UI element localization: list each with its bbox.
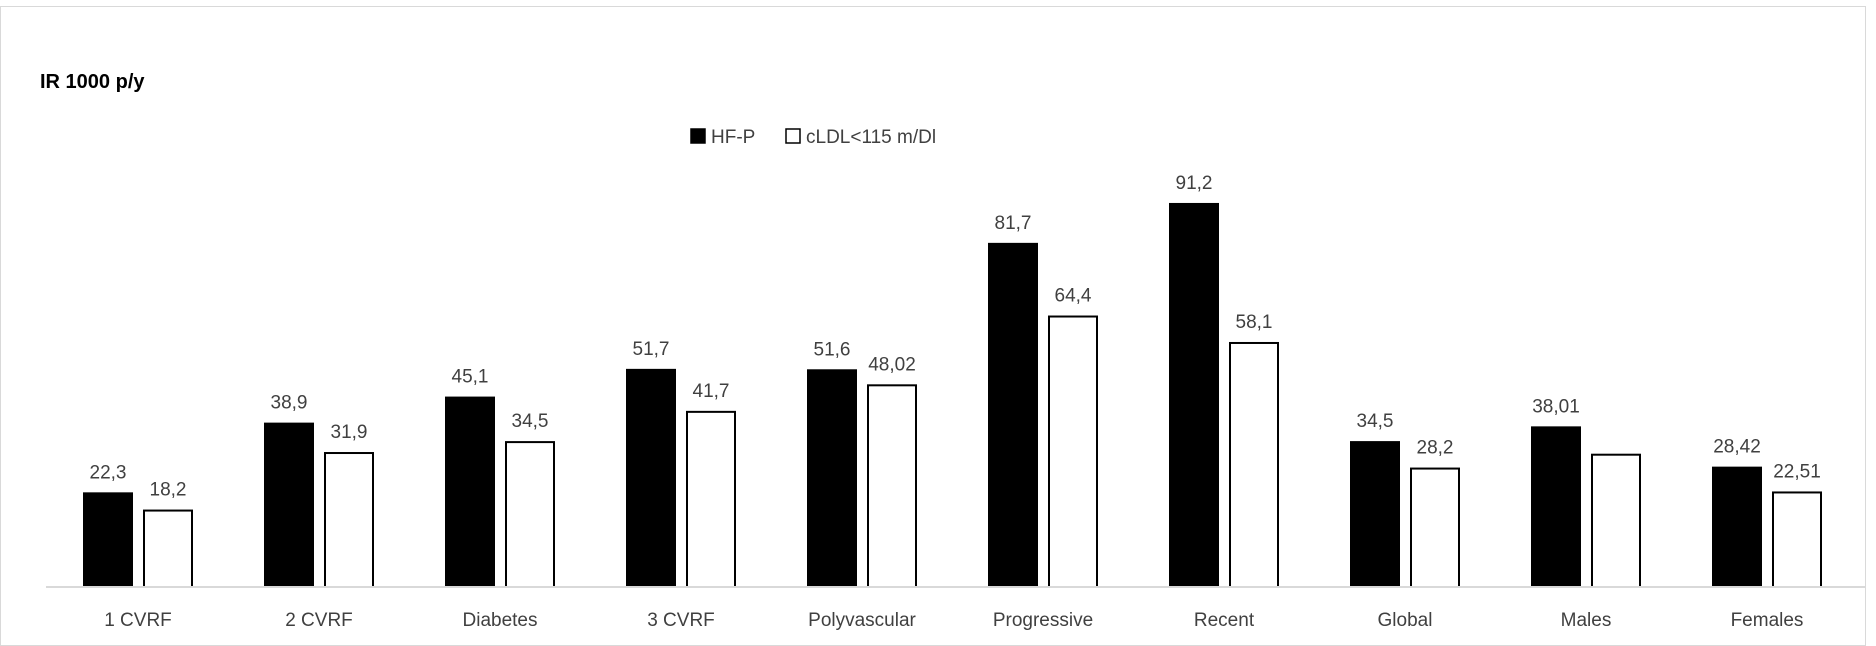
bar-hf-p-diabetes	[445, 396, 495, 588]
legend-label-hf-p: HF-P	[711, 127, 755, 148]
bar-cldl-115-m-dl-3-cvrf	[686, 410, 736, 588]
legend-label-cldl: cLDL<115 m/Dl	[806, 127, 936, 148]
data-label-hf-p-polyvascular: 51,6	[814, 339, 851, 360]
data-label-cldl-115-m-dl-females: 22,51	[1773, 461, 1821, 482]
x-tick-label-1-cvrf: 1 CVRF	[104, 610, 172, 631]
bars-layer	[83, 202, 1822, 589]
data-label-cldl-115-m-dl-2-cvrf: 31,9	[331, 422, 368, 443]
bar-cldl-115-m-dl-2-cvrf	[324, 452, 374, 588]
x-tick-label-progressive: Progressive	[993, 610, 1093, 631]
data-label-cldl-115-m-dl-global: 28,2	[1417, 438, 1454, 459]
data-label-hf-p-females: 28,42	[1713, 437, 1761, 458]
bar-cldl-115-m-dl-recent	[1229, 341, 1279, 589]
bar-cldl-115-m-dl-1-cvrf	[143, 509, 193, 588]
bar-hf-p-males	[1531, 426, 1581, 588]
data-label-cldl-115-m-dl-3-cvrf: 41,7	[693, 381, 730, 402]
data-label-hf-p-3-cvrf: 51,7	[633, 339, 670, 360]
x-tick-label-2-cvrf: 2 CVRF	[285, 610, 353, 631]
x-tick-label-global: Global	[1378, 610, 1433, 631]
data-label-cldl-115-m-dl-progressive: 64,4	[1055, 286, 1092, 307]
bar-hf-p-females	[1712, 466, 1762, 588]
data-label-hf-p-recent: 91,2	[1176, 173, 1213, 194]
data-label-cldl-115-m-dl-polyvascular: 48,02	[868, 354, 916, 375]
legend: HF-P cLDL<115 m/Dl	[690, 127, 936, 148]
data-label-hf-p-progressive: 81,7	[995, 213, 1032, 234]
bar-hf-p-2-cvrf	[264, 422, 314, 588]
bar-hf-p-progressive	[988, 242, 1038, 589]
x-tick-label-3-cvrf: 3 CVRF	[647, 610, 715, 631]
bar-cldl-115-m-dl-females	[1772, 491, 1822, 589]
x-tick-labels: 1 CVRF 2 CVRF Diabetes 3 CVRF Polyvascular Pr…	[104, 610, 1803, 631]
bar-hf-p-1-cvrf	[83, 492, 133, 588]
legend-swatch-cldl	[785, 128, 801, 144]
data-label-cldl-115-m-dl-recent: 58,1	[1236, 312, 1273, 333]
x-tick-label-diabetes: Diabetes	[463, 610, 538, 631]
data-labels-layer: 22,3 18,2 38,9 31,9 45,1 34,5 51,7 41,7 51,6 48,0…	[90, 173, 1821, 501]
bar-hf-p-3-cvrf	[626, 368, 676, 588]
bar-cldl-115-m-dl-global	[1410, 467, 1460, 588]
bar-cldl-115-m-dl-diabetes	[505, 441, 555, 588]
data-label-cldl-115-m-dl-1-cvrf: 18,2	[150, 480, 187, 501]
x-tick-label-males: Males	[1561, 610, 1612, 631]
x-tick-label-recent: Recent	[1194, 610, 1255, 631]
data-label-hf-p-2-cvrf: 38,9	[271, 393, 308, 414]
x-tick-label-polyvascular: Polyvascular	[808, 610, 916, 631]
data-label-hf-p-1-cvrf: 22,3	[90, 462, 127, 483]
bar-hf-p-recent	[1169, 202, 1219, 589]
y-axis-title: IR 1000 p/y	[40, 71, 145, 93]
bar-hf-p-polyvascular	[807, 369, 857, 588]
legend-swatch-hf-p	[690, 128, 706, 144]
bar-hf-p-global	[1350, 441, 1400, 588]
bar-cldl-115-m-dl-males	[1591, 453, 1641, 589]
data-label-cldl-115-m-dl-diabetes: 34,5	[512, 411, 549, 432]
x-tick-label-females: Females	[1731, 610, 1804, 631]
data-label-hf-p-diabetes: 45,1	[452, 367, 489, 388]
data-label-hf-p-males: 38,01	[1532, 396, 1580, 417]
bar-cldl-115-m-dl-polyvascular	[867, 384, 917, 589]
data-label-hf-p-global: 34,5	[1357, 411, 1394, 432]
bar-cldl-115-m-dl-progressive	[1048, 315, 1098, 588]
